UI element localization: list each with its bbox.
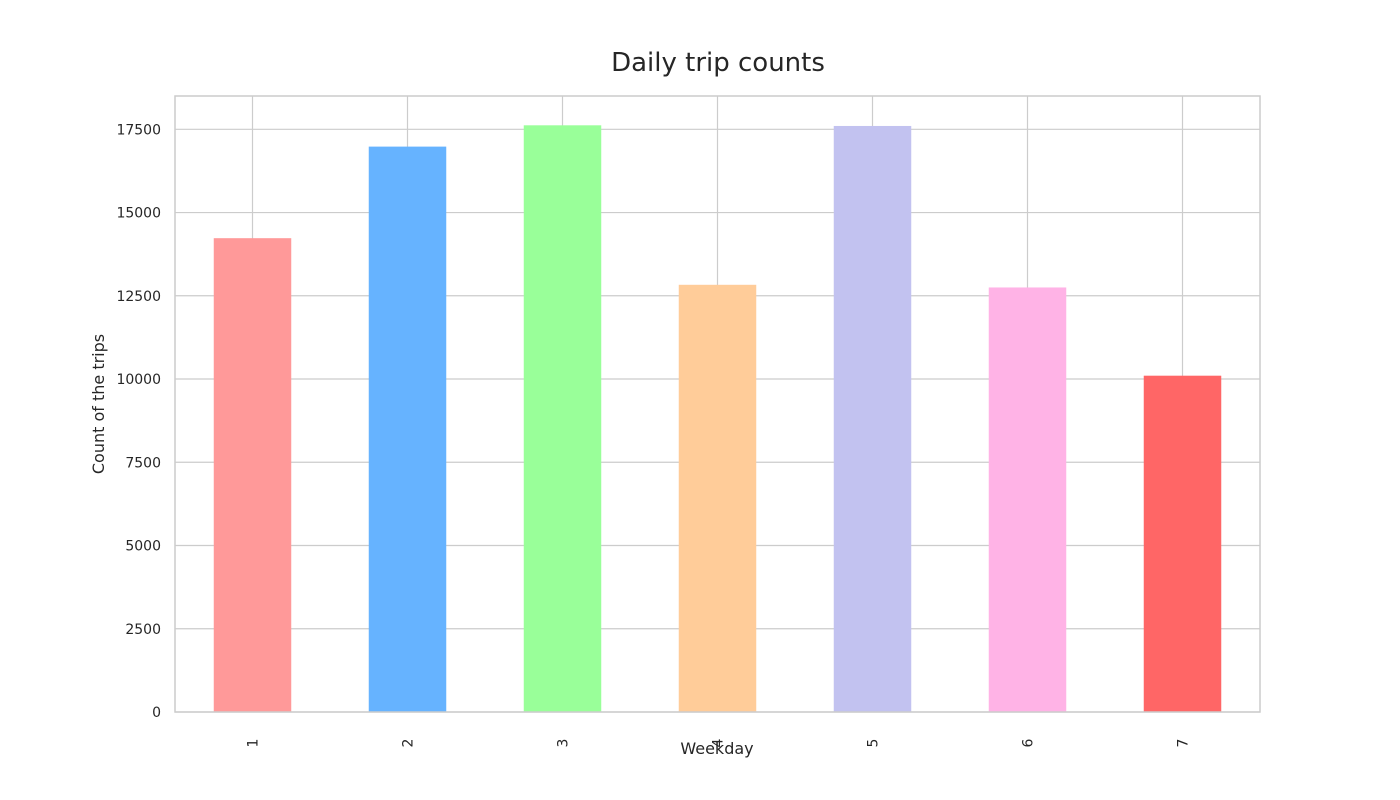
- bar-weekday-5: [833, 125, 912, 712]
- y-axis-ticks: 0 2500 5000 7500 10000 12500 15000 17500: [116, 122, 161, 721]
- x-tick-label: 1: [246, 739, 262, 748]
- y-tick-label: 17500: [116, 122, 161, 138]
- x-tick-label: 7: [1176, 739, 1192, 748]
- y-tick-label: 0: [152, 705, 161, 721]
- x-tick-label: 3: [556, 739, 572, 748]
- chart-title: Daily trip counts: [611, 48, 825, 78]
- y-tick-label: 2500: [125, 622, 161, 638]
- y-tick-label: 5000: [125, 539, 161, 555]
- x-tick-label: 6: [1021, 738, 1037, 747]
- y-tick-label: 15000: [116, 206, 161, 222]
- bar-weekday-1: [213, 238, 292, 713]
- bar-weekday-2: [368, 146, 447, 713]
- x-axis-ticks: 1 2 3 4 5 6 7: [246, 738, 1192, 747]
- bar-weekday-4: [678, 284, 757, 712]
- bars: [213, 125, 1222, 713]
- y-tick-label: 12500: [116, 289, 161, 305]
- bar-weekday-7: [1143, 375, 1222, 712]
- y-tick-label: 7500: [125, 455, 161, 471]
- x-axis-label: Weekday: [680, 739, 753, 758]
- bar-weekday-6: [988, 287, 1067, 712]
- y-axis-label: Count of the trips: [89, 334, 108, 474]
- bar-weekday-3: [523, 125, 602, 712]
- x-tick-label: 5: [866, 739, 882, 748]
- x-tick-label: 2: [401, 739, 417, 748]
- y-tick-label: 10000: [116, 372, 161, 388]
- plot-frame: [174, 95, 1261, 713]
- x-tick-label: 4: [711, 738, 727, 747]
